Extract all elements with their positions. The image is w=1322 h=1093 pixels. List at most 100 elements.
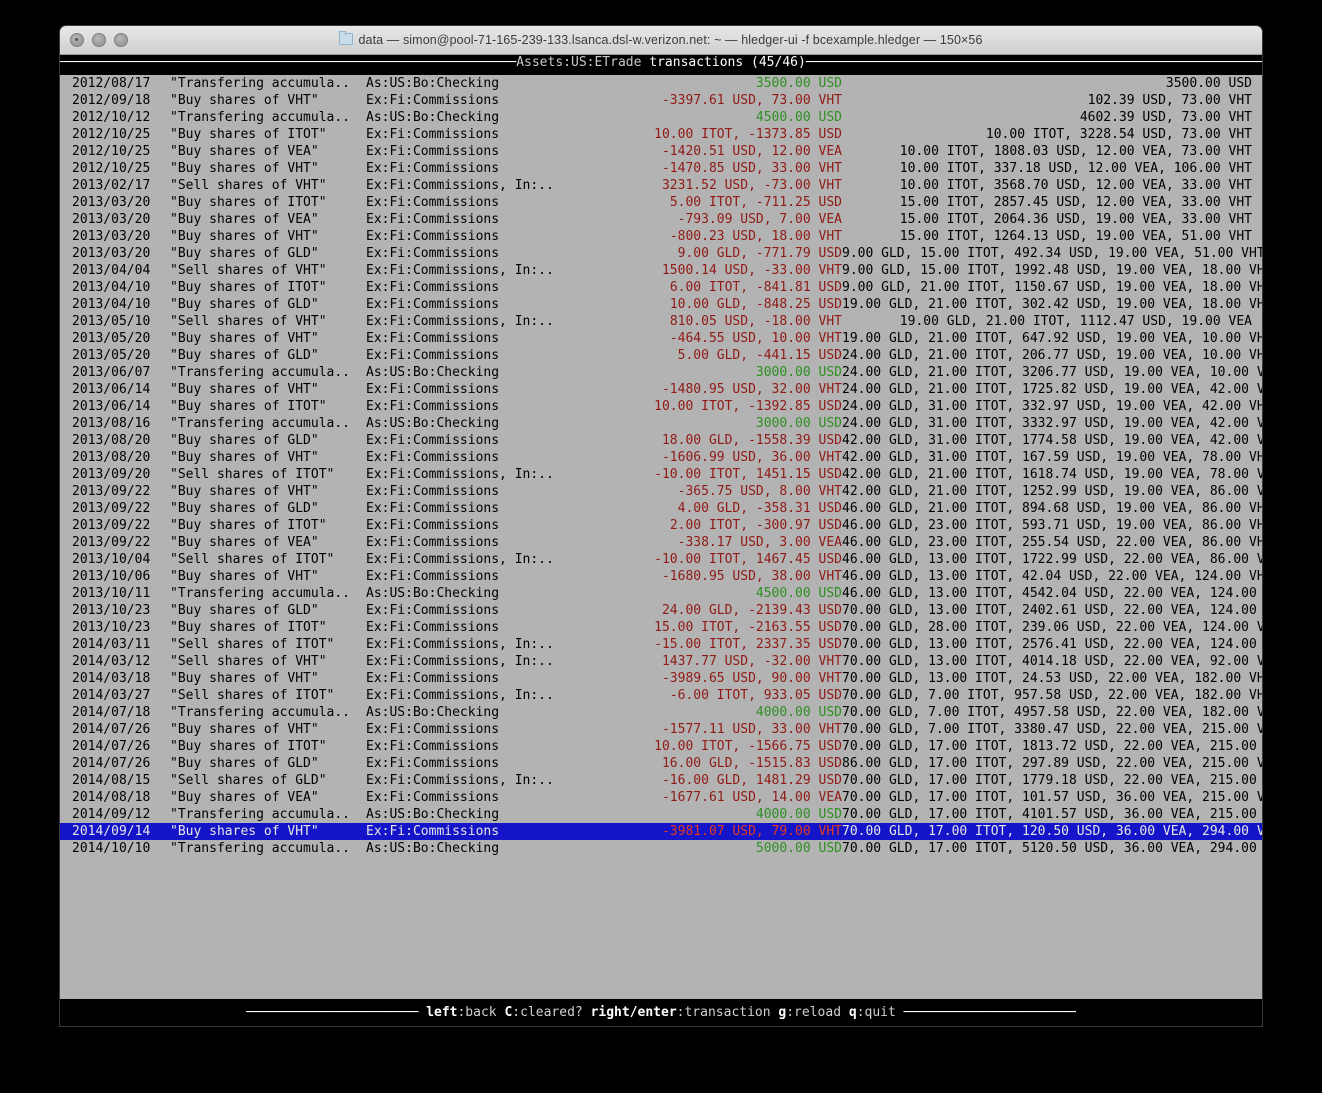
status-key-cleared: C	[504, 1005, 513, 1020]
hledger-header-bar: ────────────────────────────────────────…	[60, 55, 1262, 71]
row-description: "Buy shares of ITOT"	[170, 739, 327, 754]
table-row[interactable]: 2014/09/12 "Transfering accumula.. As:US:B…	[60, 806, 1262, 823]
row-balance: 70.00 GLD, 17.00 ITOT, 1779.18 USD, 22.0…	[842, 773, 1262, 788]
table-row[interactable]: 2014/03/18 "Buy shares of VHT" Ex:Fi:Commi…	[60, 670, 1262, 687]
table-row[interactable]: 2013/05/10 "Sell shares of VHT" Ex:Fi:Comm…	[60, 313, 1262, 330]
row-description: "Sell shares of VHT"	[170, 654, 327, 669]
table-row[interactable]: 2013/09/22 "Buy shares of GLD" Ex:Fi:Commi…	[60, 500, 1262, 517]
row-date: 2013/08/20	[72, 433, 151, 448]
folder-icon	[339, 31, 354, 45]
zoom-button[interactable]	[114, 33, 128, 47]
table-row[interactable]: 2013/03/20 "Buy shares of VEA" Ex:Fi:Commi…	[60, 211, 1262, 228]
row-amount: 3231.52 USD, -73.00 VHT	[661, 178, 842, 193]
table-row[interactable]: 2013/10/23 "Buy shares of GLD" Ex:Fi:Commi…	[60, 602, 1262, 619]
row-description: "Transfering accumula..	[170, 586, 351, 601]
terminal-screen: ────────────────────────────────────────…	[60, 55, 1262, 1026]
table-row[interactable]: 2013/03/20 "Buy shares of ITOT" Ex:Fi:Comm…	[60, 194, 1262, 211]
row-account: Ex:Fi:Commissions	[366, 93, 500, 108]
row-description: "Sell shares of VHT"	[170, 178, 327, 193]
row-balance: 46.00 GLD, 13.00 ITOT, 42.04 USD, 22.00 …	[842, 569, 1262, 584]
row-amount: 16.00 GLD, -1515.83 USD	[661, 756, 842, 771]
row-date: 2013/03/20	[72, 246, 151, 261]
table-row[interactable]: 2012/10/25 "Buy shares of ITOT" Ex:Fi:Comm…	[60, 126, 1262, 143]
table-row[interactable]: 2014/03/12 "Sell shares of VHT" Ex:Fi:Comm…	[60, 653, 1262, 670]
table-row[interactable]: 2013/09/22 "Buy shares of ITOT" Ex:Fi:Comm…	[60, 517, 1262, 534]
table-row[interactable]: 2013/04/10 "Buy shares of ITOT" Ex:Fi:Comm…	[60, 279, 1262, 296]
row-balance: 70.00 GLD, 7.00 ITOT, 4957.58 USD, 22.00…	[842, 705, 1262, 720]
table-row[interactable]: 2013/02/17 "Sell shares of VHT" Ex:Fi:Comm…	[60, 177, 1262, 194]
table-row[interactable]: 2013/06/07 "Transfering accumula.. As:US:B…	[60, 364, 1262, 381]
row-amount: -16.00 GLD, 1481.29 USD	[661, 773, 842, 788]
row-account: Ex:Fi:Commissions	[366, 127, 500, 142]
table-row[interactable]: 2013/06/14 "Buy shares of ITOT" Ex:Fi:Comm…	[60, 398, 1262, 415]
table-row[interactable]: 2013/04/04 "Sell shares of VHT" Ex:Fi:Comm…	[60, 262, 1262, 279]
table-row[interactable]: 2012/10/12 "Transfering accumula.. As:US:B…	[60, 109, 1262, 126]
row-balance: 46.00 GLD, 13.00 ITOT, 1722.99 USD, 22.0…	[842, 552, 1262, 567]
row-account: Ex:Fi:Commissions	[366, 161, 500, 176]
row-account: Ex:Fi:Commissions	[366, 620, 500, 635]
row-account: Ex:Fi:Commissions	[366, 399, 500, 414]
table-row[interactable]: 2013/10/11 "Transfering accumula.. As:US:B…	[60, 585, 1262, 602]
table-row[interactable]: 2012/10/25 "Buy shares of VEA" Ex:Fi:Commi…	[60, 143, 1262, 160]
row-account: As:US:Bo:Checking	[366, 705, 500, 720]
row-date: 2013/10/23	[72, 603, 151, 618]
row-balance: 42.00 GLD, 21.00 ITOT, 1618.74 USD, 19.0…	[842, 467, 1262, 482]
row-description: "Buy shares of GLD"	[170, 348, 319, 363]
table-row[interactable]: 2013/09/20 "Sell shares of ITOT" Ex:Fi:Com…	[60, 466, 1262, 483]
table-row[interactable]: 2013/06/14 "Buy shares of VHT" Ex:Fi:Commi…	[60, 381, 1262, 398]
table-row[interactable]: 2014/07/26 "Buy shares of GLD" Ex:Fi:Commi…	[60, 755, 1262, 772]
table-row[interactable]: 2013/03/20 "Buy shares of VHT" Ex:Fi:Commi…	[60, 228, 1262, 245]
row-balance: 46.00 GLD, 23.00 ITOT, 593.71 USD, 19.00…	[842, 518, 1262, 533]
row-amount: -3397.61 USD, 73.00 VHT	[661, 93, 842, 108]
table-row[interactable]: 2014/10/10 "Transfering accumula.. As:US:B…	[60, 840, 1262, 857]
row-account: Ex:Fi:Commissions	[366, 450, 500, 465]
row-account: Ex:Fi:Commissions	[366, 535, 500, 550]
close-button[interactable]	[70, 33, 84, 47]
table-row[interactable]: 2013/04/10 "Buy shares of GLD" Ex:Fi:Commi…	[60, 296, 1262, 313]
table-row[interactable]: 2014/07/26 "Buy shares of ITOT" Ex:Fi:Comm…	[60, 738, 1262, 755]
row-date: 2013/09/22	[72, 501, 151, 516]
row-balance: 70.00 GLD, 13.00 ITOT, 24.53 USD, 22.00 …	[842, 671, 1262, 686]
table-row[interactable]: 2012/10/25 "Buy shares of VHT" Ex:Fi:Commi…	[60, 160, 1262, 177]
table-row[interactable]: 2013/08/20 "Buy shares of VHT" Ex:Fi:Commi…	[60, 449, 1262, 466]
table-row[interactable]: 2014/07/26 "Buy shares of VHT" Ex:Fi:Commi…	[60, 721, 1262, 738]
minimize-button[interactable]	[92, 33, 106, 47]
table-row[interactable]: 2013/10/06 "Buy shares of VHT" Ex:Fi:Commi…	[60, 568, 1262, 585]
row-date: 2014/07/26	[72, 739, 151, 754]
table-row[interactable]: 2014/03/11 "Sell shares of ITOT" Ex:Fi:Com…	[60, 636, 1262, 653]
row-account: As:US:Bo:Checking	[366, 841, 500, 856]
row-account: Ex:Fi:Commissions	[366, 382, 500, 397]
window-traffic-lights	[70, 33, 128, 47]
row-account: Ex:Fi:Commissions, In:..	[366, 178, 554, 193]
row-balance: 9.00 GLD, 15.00 ITOT, 492.34 USD, 19.00 …	[842, 246, 1262, 261]
table-row[interactable]: 2012/08/17 "Transfering accumula.. As:US:B…	[60, 75, 1262, 92]
table-row[interactable]: 2013/08/16 "Transfering accumula.. As:US:B…	[60, 415, 1262, 432]
row-account: Ex:Fi:Commissions	[366, 195, 500, 210]
table-row[interactable]: 2013/09/22 "Buy shares of VEA" Ex:Fi:Commi…	[60, 534, 1262, 551]
row-description: "Buy shares of VHT"	[170, 229, 319, 244]
table-row[interactable]: 2014/08/15 "Sell shares of GLD" Ex:Fi:Comm…	[60, 772, 1262, 789]
table-row[interactable]: 2014/09/14 "Buy shares of VHT" Ex:Fi:Commi…	[60, 823, 1262, 840]
table-row[interactable]: 2013/10/23 "Buy shares of ITOT" Ex:Fi:Comm…	[60, 619, 1262, 636]
table-row[interactable]: 2014/08/18 "Buy shares of VEA" Ex:Fi:Commi…	[60, 789, 1262, 806]
table-row[interactable]: 2014/07/18 "Transfering accumula.. As:US:B…	[60, 704, 1262, 721]
table-row[interactable]: 2012/09/18 "Buy shares of VHT" Ex:Fi:Commi…	[60, 92, 1262, 109]
row-date: 2013/03/20	[72, 212, 151, 227]
table-row[interactable]: 2013/03/20 "Buy shares of GLD" Ex:Fi:Commi…	[60, 245, 1262, 262]
row-amount: 10.00 ITOT, -1566.75 USD	[654, 739, 842, 754]
row-amount: -365.75 USD, 8.00 VHT	[677, 484, 842, 499]
table-row[interactable]: 2013/05/20 "Buy shares of VHT" Ex:Fi:Commi…	[60, 330, 1262, 347]
window-titlebar[interactable]: data — simon@pool-71-165-239-133.lsanca.…	[60, 26, 1262, 55]
row-account: Ex:Fi:Commissions, In:..	[366, 688, 554, 703]
row-date: 2012/09/18	[72, 93, 151, 108]
table-row[interactable]: 2014/03/27 "Sell shares of ITOT" Ex:Fi:Com…	[60, 687, 1262, 704]
row-description: "Buy shares of VHT"	[170, 93, 319, 108]
row-description: "Transfering accumula..	[170, 416, 351, 431]
table-row[interactable]: 2013/10/04 "Sell shares of ITOT" Ex:Fi:Com…	[60, 551, 1262, 568]
row-description: "Buy shares of VHT"	[170, 569, 319, 584]
row-description: "Transfering accumula..	[170, 841, 351, 856]
table-row[interactable]: 2013/09/22 "Buy shares of VHT" Ex:Fi:Commi…	[60, 483, 1262, 500]
table-row[interactable]: 2013/08/20 "Buy shares of GLD" Ex:Fi:Commi…	[60, 432, 1262, 449]
transaction-list[interactable]: 2012/08/17 "Transfering accumula.. As:US:B…	[60, 75, 1262, 857]
table-row[interactable]: 2013/05/20 "Buy shares of GLD" Ex:Fi:Commi…	[60, 347, 1262, 364]
